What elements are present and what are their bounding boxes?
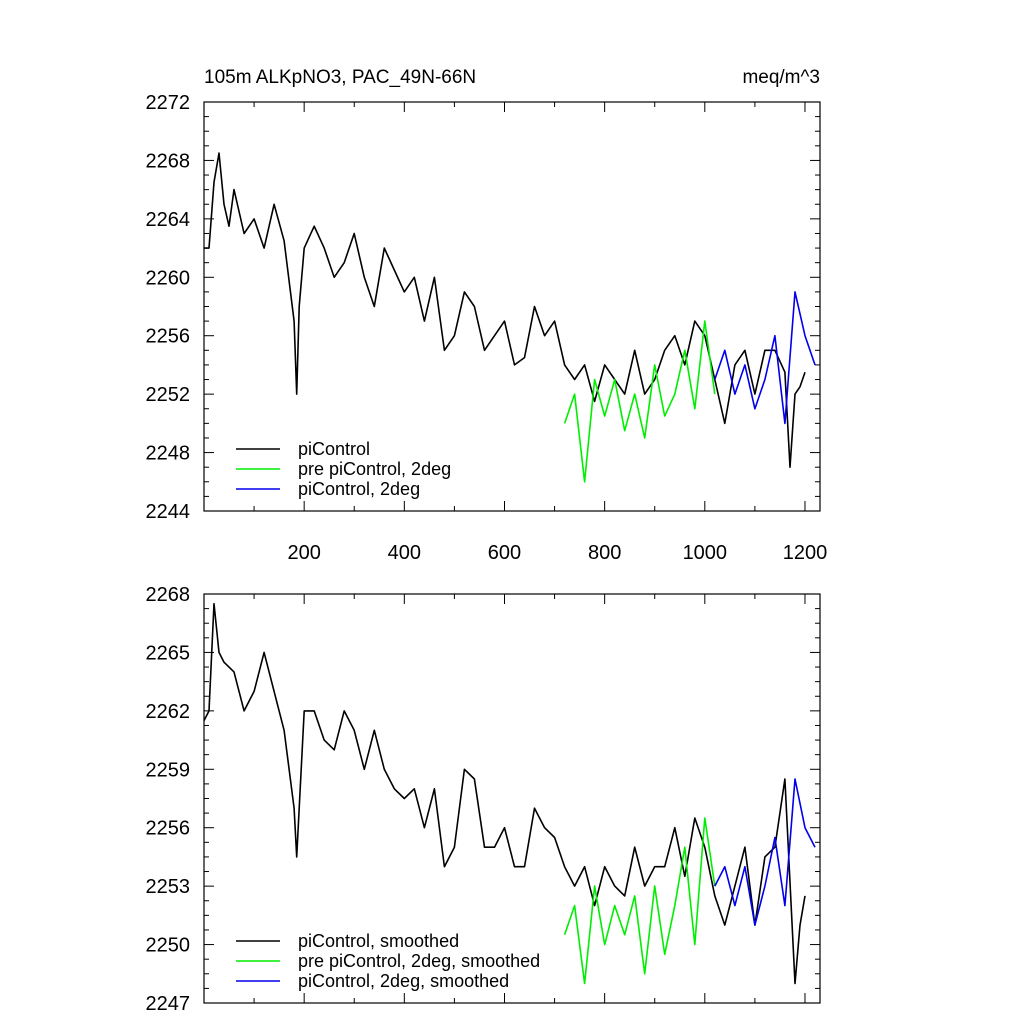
plot-frame xyxy=(203,593,821,1004)
x-tick-label: 800 xyxy=(588,542,621,564)
x-tick-label: 400 xyxy=(388,542,421,564)
y-tick-label: 2259 xyxy=(146,759,191,781)
y-tick-label: 2252 xyxy=(146,384,191,406)
series-line-picontrol-2deg-smoothed xyxy=(714,778,816,926)
y-tick-label: 2256 xyxy=(146,326,191,348)
y-tick-label: 2244 xyxy=(146,501,191,523)
series-line-pre-picontrol-2deg xyxy=(563,320,716,483)
y-tick-label: 2253 xyxy=(146,876,191,898)
legend-label: piControl, 2deg xyxy=(298,479,420,499)
series-line-picontrol-smoothed xyxy=(203,602,806,985)
x-tick-label: 200 xyxy=(287,542,320,564)
legend-label: pre piControl, 2deg, smoothed xyxy=(298,951,540,971)
series-line-picontrol-2deg xyxy=(714,291,816,425)
legend-label: pre piControl, 2deg xyxy=(298,459,451,479)
units-label: meq/m^3 xyxy=(742,67,820,88)
legend-label: piControl, smoothed xyxy=(298,931,459,951)
y-tick-label: 2250 xyxy=(146,935,191,957)
panel-bottom: 2247 2250 2253 2256 2259 2262 2265 2268 piContr… xyxy=(146,584,821,1015)
panel-top: 105m ALKpNO3, PAC_49N-66N meq/m^3 2244 22… xyxy=(146,67,828,564)
y-tick-label: 2268 xyxy=(146,584,191,606)
x-tick-label: 600 xyxy=(488,542,521,564)
y-tick-label: 2272 xyxy=(146,92,191,114)
plot-frame xyxy=(203,101,821,512)
series-line-pre-picontrol-2deg-smoothed xyxy=(563,817,716,985)
y-tick-label: 2256 xyxy=(146,818,191,840)
y-tick-label: 2268 xyxy=(146,150,191,172)
y-tick-label: 2248 xyxy=(146,443,191,465)
y-tick-label: 2265 xyxy=(146,642,191,664)
legend-label: piControl, 2deg, smoothed xyxy=(298,971,509,991)
y-tick-label: 2262 xyxy=(146,701,191,723)
y-tick-label: 2264 xyxy=(146,209,191,231)
chart-title: 105m ALKpNO3, PAC_49N-66N xyxy=(204,67,476,88)
x-tick-label: 1200 xyxy=(783,542,828,564)
x-tick-label: 1000 xyxy=(683,542,728,564)
legend-label: piControl xyxy=(298,439,370,459)
y-tick-label: 2247 xyxy=(146,993,191,1015)
y-tick-label: 2260 xyxy=(146,267,191,289)
series-line-picontrol xyxy=(204,152,806,469)
